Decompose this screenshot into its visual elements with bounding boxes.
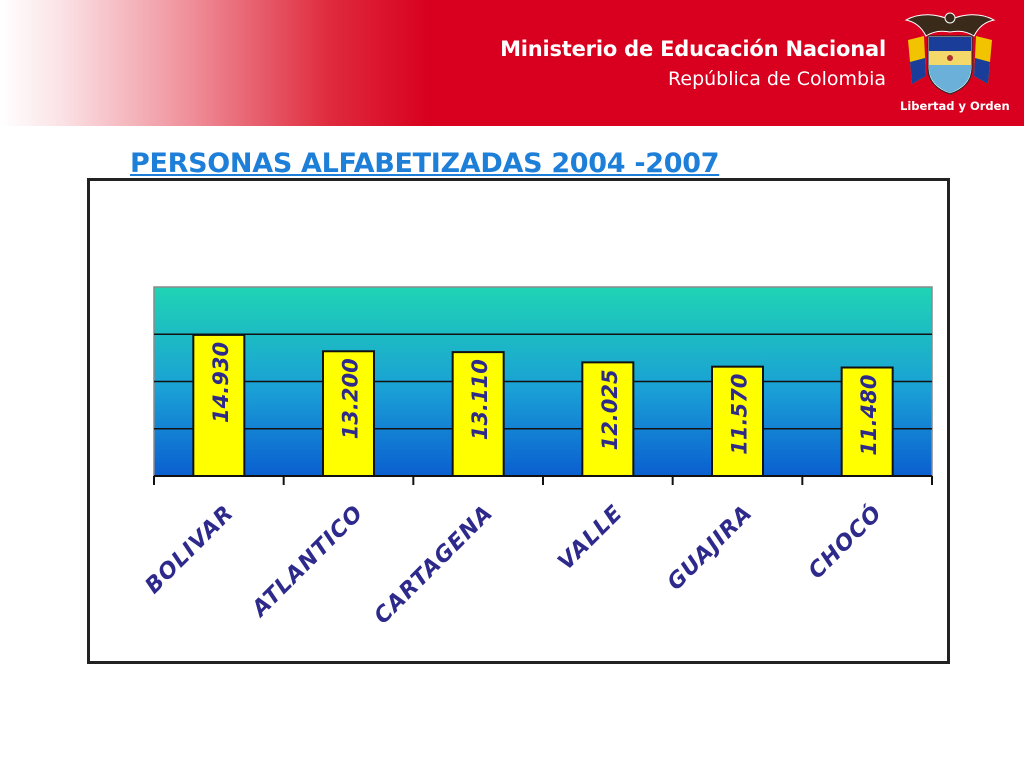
header-banner bbox=[0, 0, 1024, 126]
bar-cartagena bbox=[451, 351, 505, 478]
bar-atlantico bbox=[322, 350, 375, 478]
data-label: 14.930 bbox=[209, 342, 233, 423]
chart-title: PERSONAS ALFABETIZADAS 2004 -2007 bbox=[130, 148, 720, 179]
category-label: CHOCÓ bbox=[803, 500, 887, 584]
coat-of-arms-icon bbox=[904, 12, 996, 95]
country-name: República de Colombia bbox=[668, 68, 886, 90]
bar-bolivar bbox=[192, 333, 246, 477]
bar-valle bbox=[581, 361, 635, 477]
bar-guajira bbox=[711, 365, 764, 478]
category-label: CARTAGENA bbox=[370, 501, 499, 630]
data-label: 12.025 bbox=[598, 369, 622, 450]
data-label: 11.480 bbox=[857, 375, 881, 456]
category-label: VALLE bbox=[553, 501, 628, 576]
category-label: GUAJIRA bbox=[663, 501, 758, 596]
category-label: BOLIVAR bbox=[141, 501, 239, 599]
motto: Libertad y Orden bbox=[900, 99, 1010, 113]
data-label: 13.110 bbox=[468, 359, 492, 440]
bar-chocó bbox=[840, 366, 894, 478]
category-label: ATLANTICO bbox=[246, 501, 369, 624]
ministry-name: Ministerio de Educación Nacional bbox=[500, 37, 886, 61]
data-label: 11.570 bbox=[728, 374, 752, 455]
data-label: 13.200 bbox=[339, 358, 363, 439]
